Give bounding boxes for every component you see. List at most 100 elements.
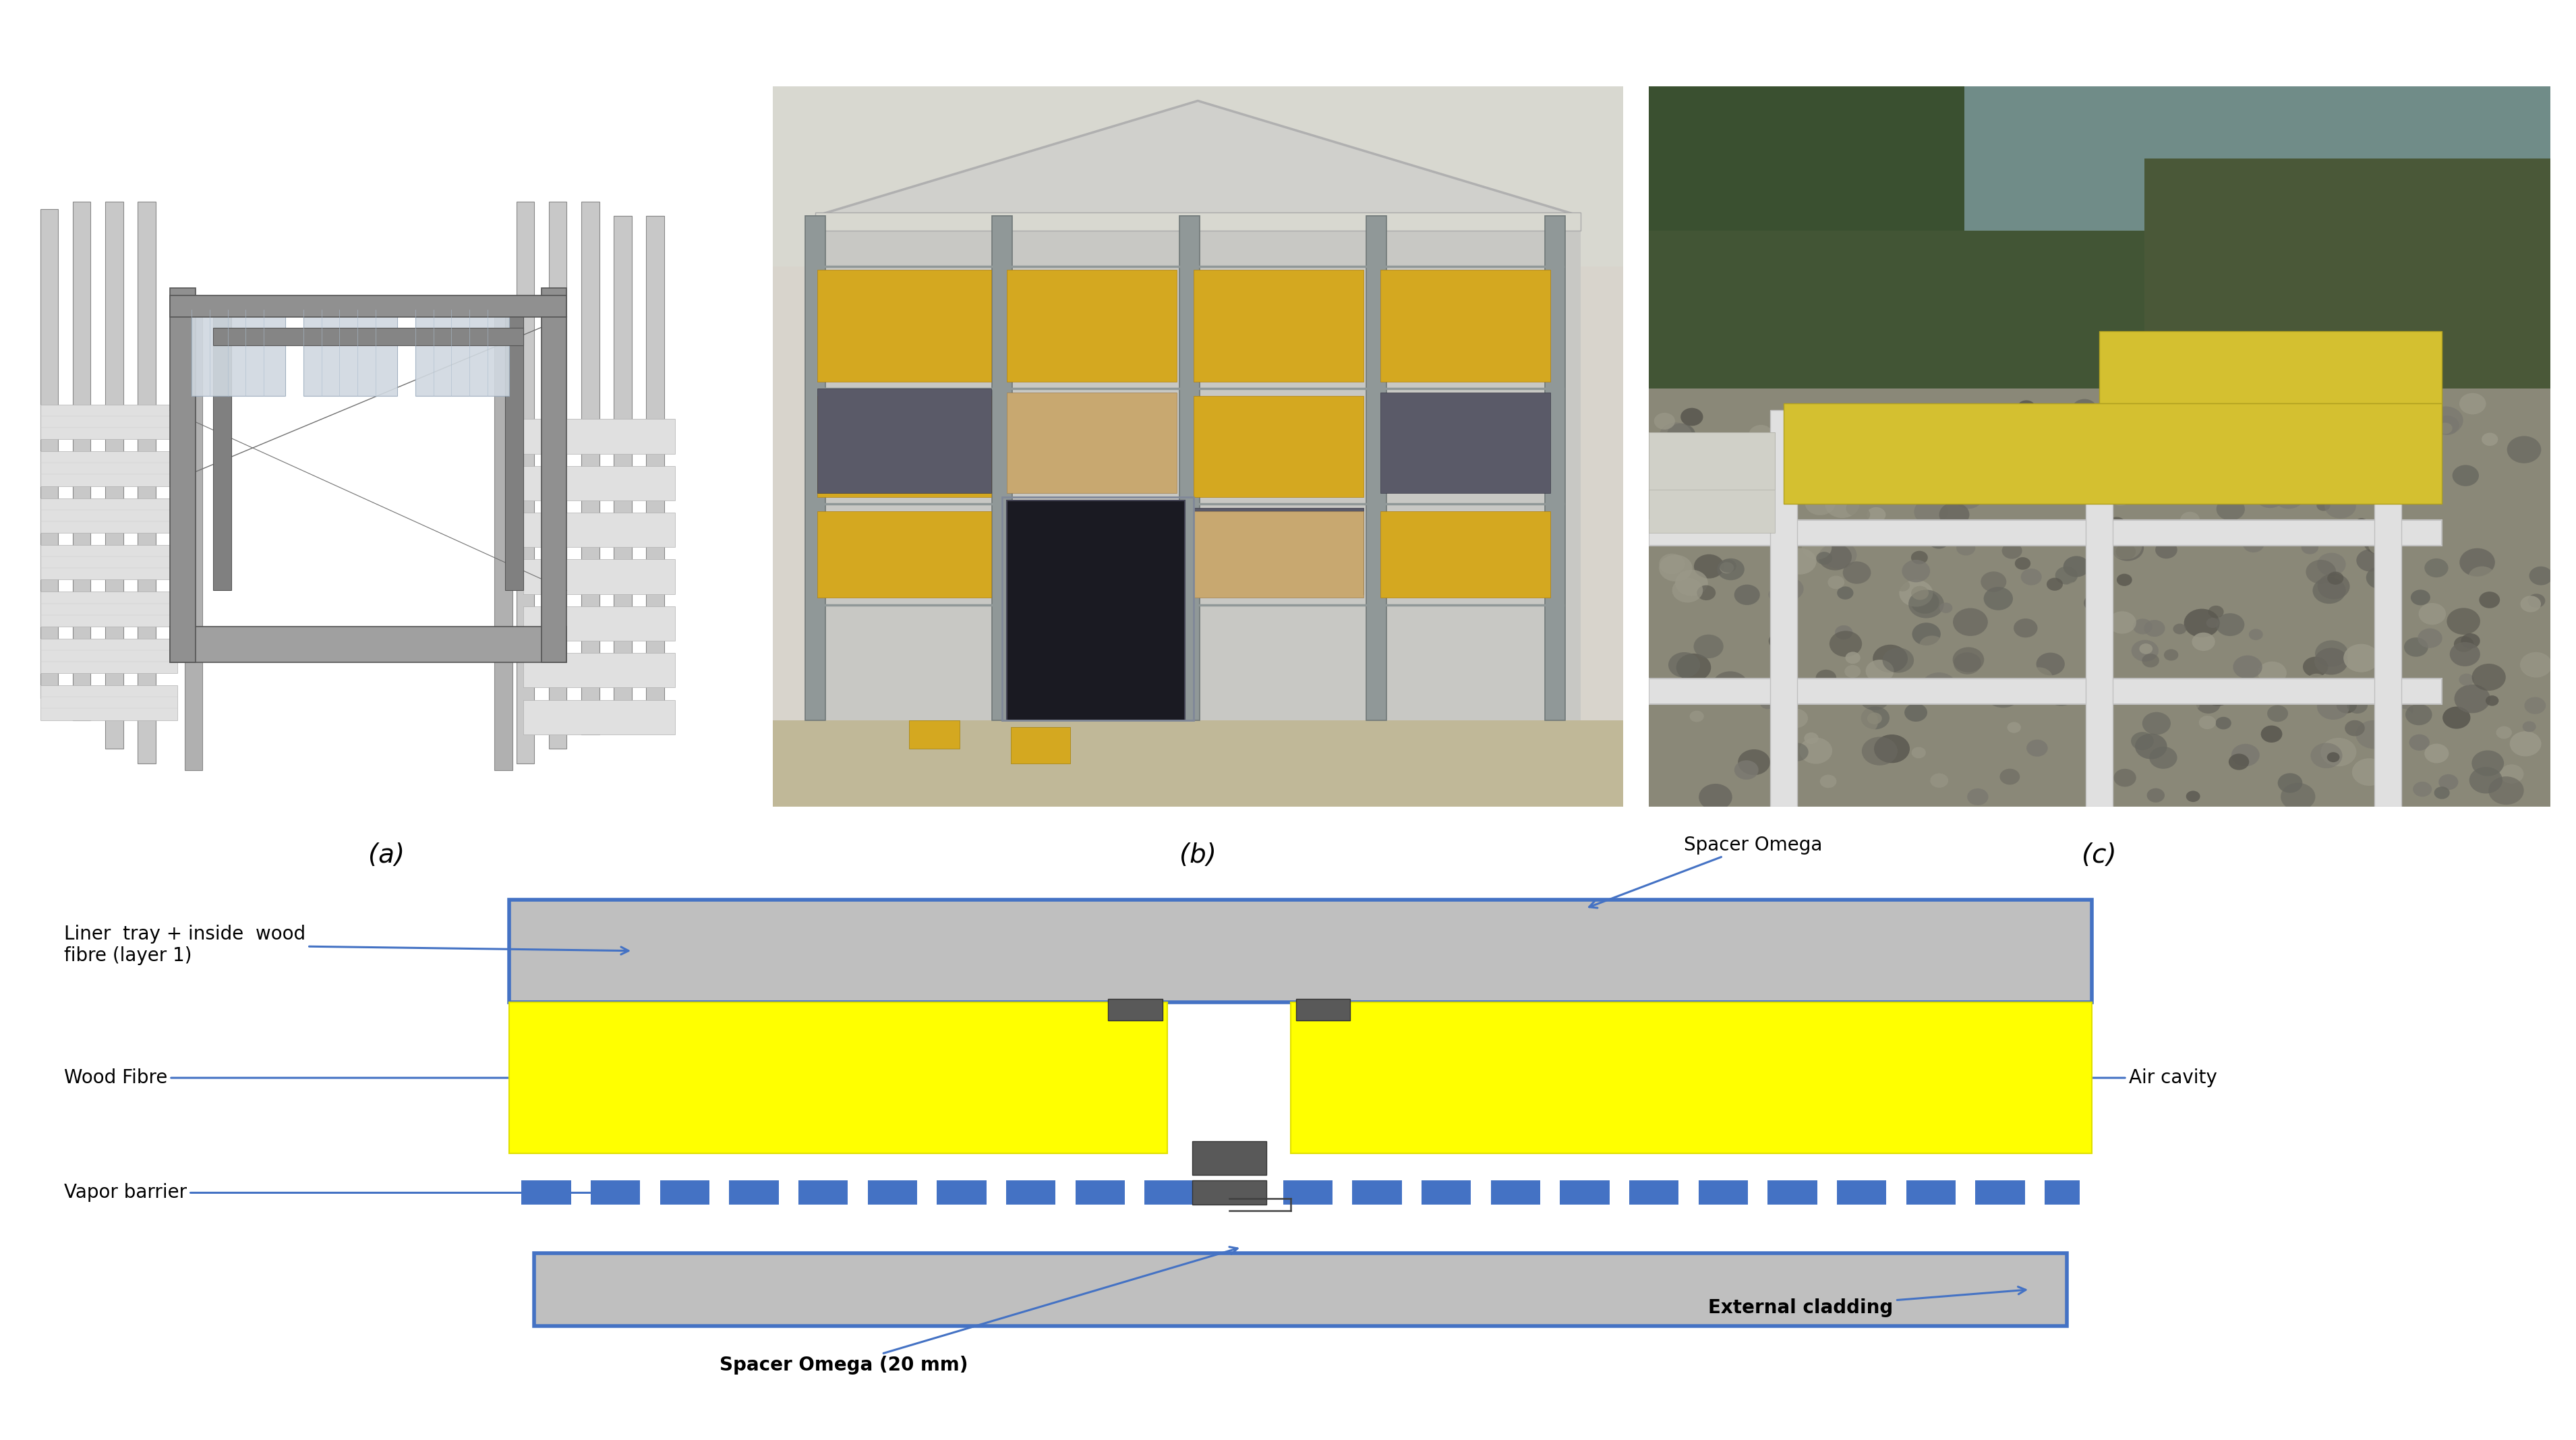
Circle shape — [1754, 786, 1785, 811]
Circle shape — [2264, 678, 2282, 693]
Circle shape — [1850, 507, 1870, 523]
Circle shape — [2362, 527, 2396, 554]
Circle shape — [2184, 609, 2221, 638]
Circle shape — [2527, 593, 2545, 608]
Circle shape — [2257, 661, 2287, 684]
Circle shape — [2017, 400, 2035, 415]
Bar — [41, 685, 178, 720]
Circle shape — [2460, 634, 2481, 648]
Circle shape — [2076, 467, 2094, 480]
Circle shape — [1852, 783, 1875, 799]
Circle shape — [2280, 586, 2300, 602]
Bar — [41, 452, 178, 487]
Bar — [1649, 86, 1965, 302]
Circle shape — [2105, 749, 2117, 759]
Circle shape — [2257, 484, 2285, 508]
Circle shape — [2215, 613, 2244, 636]
Bar — [106, 202, 124, 749]
Bar — [1561, 1181, 1610, 1205]
Bar — [41, 546, 178, 580]
Circle shape — [1986, 680, 2022, 708]
Circle shape — [2419, 603, 2447, 625]
Bar — [1649, 230, 2190, 410]
Circle shape — [1803, 416, 1821, 431]
Circle shape — [2499, 765, 2524, 783]
Circle shape — [2336, 697, 2357, 713]
Circle shape — [1654, 413, 1674, 429]
Circle shape — [2241, 467, 2275, 492]
Circle shape — [2352, 469, 2383, 492]
Bar — [729, 1181, 778, 1205]
Bar — [214, 328, 523, 346]
Circle shape — [2202, 683, 2233, 706]
Circle shape — [1698, 585, 1716, 600]
Circle shape — [2182, 395, 2215, 422]
Circle shape — [2367, 566, 2396, 589]
Circle shape — [2130, 732, 2154, 750]
Circle shape — [2146, 788, 2164, 802]
Bar — [1108, 999, 1162, 1021]
Text: Air cavity: Air cavity — [2084, 1068, 2218, 1087]
Circle shape — [1893, 449, 1914, 464]
Bar — [1296, 999, 1350, 1021]
Circle shape — [1984, 588, 2012, 611]
Circle shape — [2427, 501, 2442, 513]
Circle shape — [2460, 674, 2473, 685]
Circle shape — [1842, 707, 1878, 736]
Circle shape — [2357, 720, 2391, 749]
Circle shape — [2439, 775, 2458, 791]
Circle shape — [1826, 413, 1855, 436]
Circle shape — [2045, 680, 2076, 706]
Circle shape — [2290, 526, 2308, 541]
Circle shape — [1829, 413, 1860, 439]
Circle shape — [1971, 678, 1996, 700]
Circle shape — [2311, 743, 2342, 769]
Circle shape — [2089, 788, 2112, 808]
Circle shape — [2020, 690, 2053, 717]
Circle shape — [1937, 468, 1973, 495]
Circle shape — [1806, 491, 1837, 516]
Circle shape — [2228, 753, 2249, 770]
Circle shape — [2174, 624, 2187, 634]
Circle shape — [1816, 670, 1837, 685]
Circle shape — [2308, 606, 2324, 618]
Circle shape — [2249, 629, 2267, 645]
Circle shape — [1960, 624, 1989, 645]
Circle shape — [2244, 536, 2264, 553]
Text: (a): (a) — [368, 842, 404, 868]
Circle shape — [1718, 455, 1741, 472]
Text: External cladding: External cladding — [1708, 1287, 2025, 1318]
Circle shape — [2504, 520, 2532, 543]
Circle shape — [1819, 544, 1852, 570]
Bar — [1492, 1181, 1540, 1205]
Circle shape — [1860, 454, 1891, 477]
Bar — [523, 465, 675, 500]
Bar — [1144, 1181, 1195, 1205]
Circle shape — [2282, 419, 2311, 442]
Circle shape — [1888, 770, 1919, 796]
Bar — [1283, 1181, 1332, 1205]
Circle shape — [2130, 639, 2159, 661]
Circle shape — [1929, 531, 1950, 549]
Circle shape — [2045, 419, 2071, 441]
Bar — [2375, 410, 2401, 806]
Circle shape — [1708, 455, 1731, 475]
Circle shape — [2148, 746, 2177, 769]
Circle shape — [1757, 556, 1785, 577]
Bar — [1976, 1181, 2025, 1205]
Bar — [523, 419, 675, 454]
Circle shape — [2300, 540, 2318, 554]
Circle shape — [2344, 720, 2365, 736]
Circle shape — [2483, 471, 2517, 497]
Circle shape — [2066, 582, 2084, 596]
Bar — [992, 216, 1012, 720]
Circle shape — [1839, 471, 1862, 490]
Circle shape — [1783, 549, 1816, 575]
Text: (c): (c) — [2081, 842, 2117, 868]
Circle shape — [2215, 680, 2244, 703]
Circle shape — [1947, 675, 1984, 704]
Circle shape — [2409, 734, 2429, 750]
Bar — [41, 405, 178, 439]
Circle shape — [2403, 638, 2429, 657]
Circle shape — [2388, 445, 2414, 465]
